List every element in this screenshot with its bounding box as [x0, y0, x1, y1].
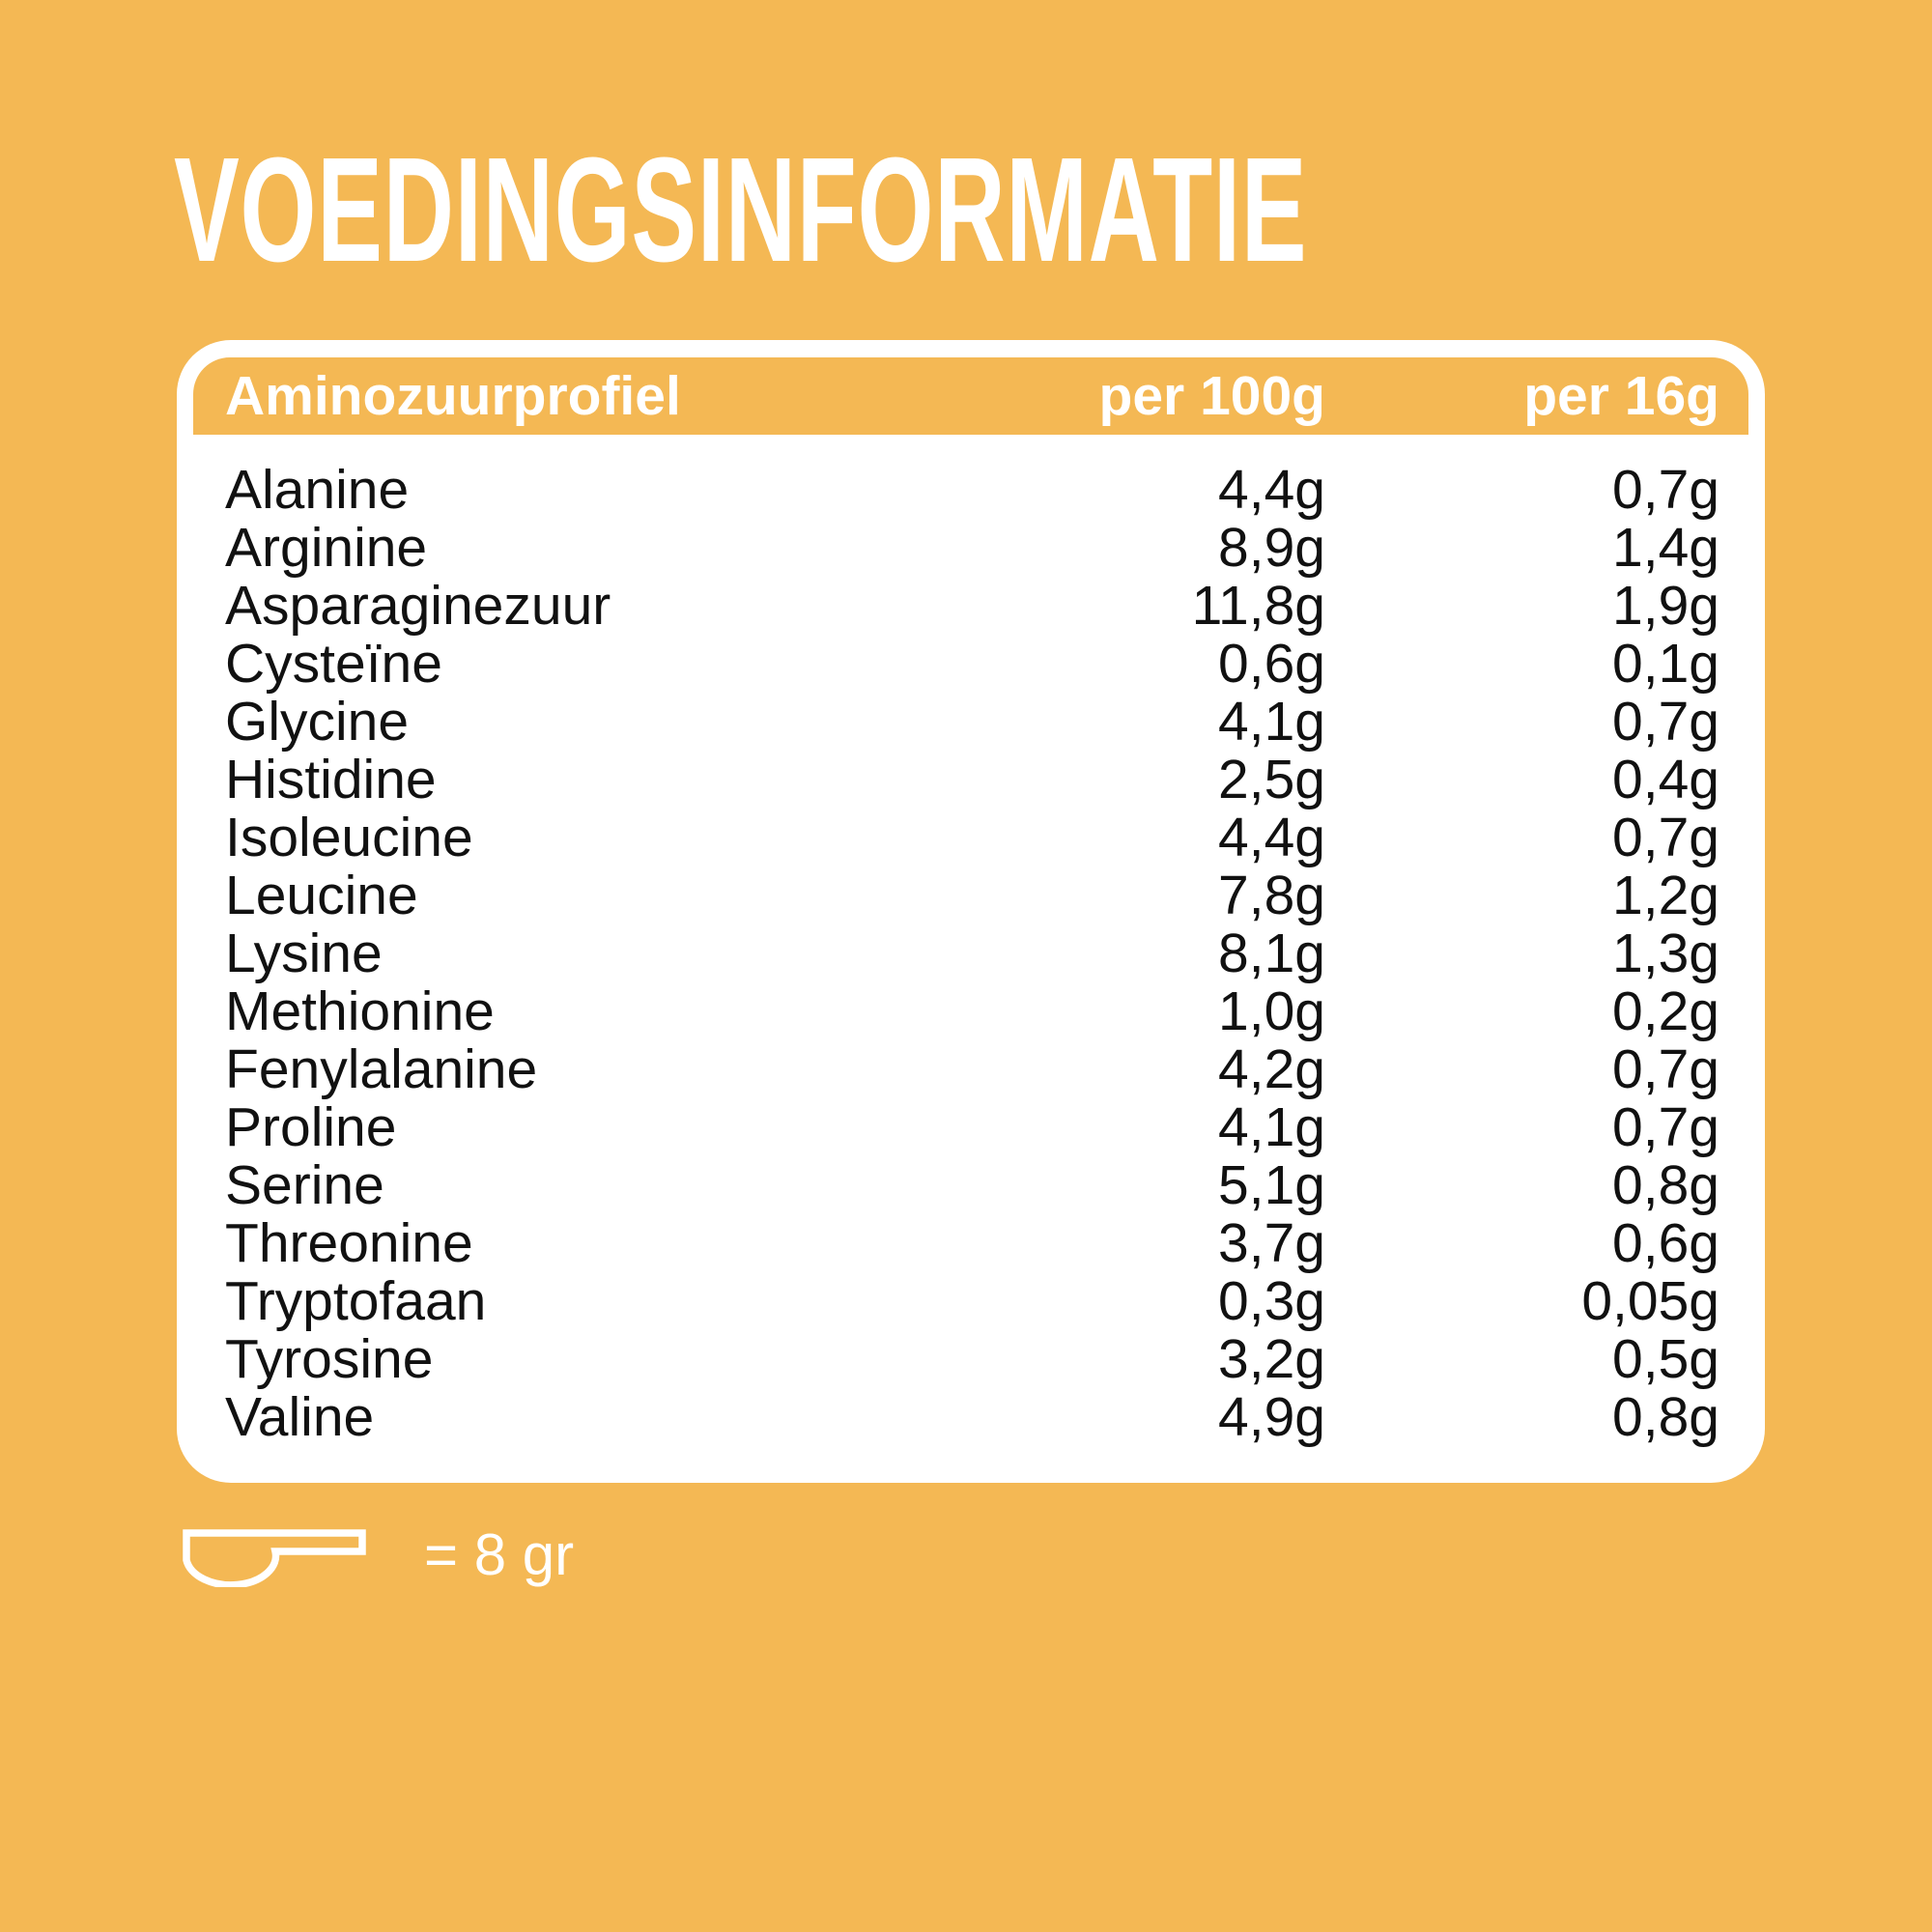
value-per-16g: 0,6g — [1612, 1212, 1719, 1274]
value-per-100g: 8,1g — [1218, 923, 1325, 984]
amino-acid-name: Cysteïne — [225, 633, 442, 695]
table-row: Valine 4,9g 0,8g — [225, 1388, 1719, 1446]
value-per-100g: 4,1g — [1218, 1096, 1325, 1158]
value-per-16g: 1,9g — [1612, 575, 1719, 637]
table-row: Threonine 3,7g 0,6g — [225, 1214, 1719, 1272]
value-per-16g: 1,2g — [1612, 865, 1719, 926]
value-per-16g: 1,4g — [1612, 517, 1719, 579]
table-row: Glycine 4,1g 0,7g — [225, 693, 1719, 751]
value-per-100g: 1,0g — [1218, 980, 1325, 1042]
amino-acid-name: Arginine — [225, 517, 428, 579]
value-per-16g: 0,7g — [1612, 1096, 1719, 1158]
value-per-16g: 0,5g — [1612, 1328, 1719, 1390]
table-body: Alanine 4,4g 0,7g Arginine 8,9g 1,4g Asparagin… — [193, 435, 1748, 1446]
amino-acid-name: Asparaginezuur — [225, 575, 611, 637]
amino-acid-name: Serine — [225, 1154, 384, 1216]
table-row: Leucine 7,8g 1,2g — [225, 867, 1719, 924]
table-row: Tyrosine 3,2g 0,5g — [225, 1330, 1719, 1388]
amino-acid-name: Histidine — [225, 749, 437, 810]
table-row: Asparaginezuur 11,8g 1,9g — [225, 577, 1719, 635]
value-per-100g: 8,9g — [1218, 517, 1325, 579]
value-per-100g: 4,4g — [1218, 807, 1325, 868]
table-row: Serine 5,1g 0,8g — [225, 1156, 1719, 1214]
amino-acid-name: Leucine — [225, 865, 418, 926]
value-per-100g: 4,9g — [1218, 1386, 1325, 1448]
table-row: Proline 4,1g 0,7g — [225, 1098, 1719, 1156]
scoop-icon — [183, 1529, 366, 1587]
table-row: Histidine 2,5g 0,4g — [225, 751, 1719, 809]
table-row: Tryptofaan 0,3g 0,05g — [225, 1272, 1719, 1330]
amino-acid-name: Alanine — [225, 459, 410, 521]
value-per-100g: 3,7g — [1218, 1212, 1325, 1274]
value-per-100g: 4,1g — [1218, 691, 1325, 753]
amino-acid-name: Threonine — [225, 1212, 473, 1274]
amino-acid-name: Isoleucine — [225, 807, 473, 868]
amino-acid-name: Glycine — [225, 691, 410, 753]
scoop-equals-label: = 8 gr — [424, 1522, 575, 1587]
value-per-16g: 0,7g — [1612, 459, 1719, 521]
amino-acid-table-card: Aminozuurprofiel per 100g per 16g Alanin… — [177, 340, 1765, 1483]
value-per-100g: 0,6g — [1218, 633, 1325, 695]
table-row: Alanine 4,4g 0,7g — [225, 461, 1719, 519]
column-header-per-16g: per 16g — [1523, 365, 1719, 427]
amino-acid-name: Methionine — [225, 980, 495, 1042]
value-per-100g: 3,2g — [1218, 1328, 1325, 1390]
table-row: Cysteïne 0,6g 0,1g — [225, 635, 1719, 693]
table-row: Methionine 1,0g 0,2g — [225, 982, 1719, 1040]
amino-acid-name: Proline — [225, 1096, 397, 1158]
value-per-16g: 0,7g — [1612, 1038, 1719, 1100]
value-per-100g: 4,2g — [1218, 1038, 1325, 1100]
value-per-100g: 7,8g — [1218, 865, 1325, 926]
table-row: Arginine 8,9g 1,4g — [225, 519, 1719, 577]
amino-acid-name: Tyrosine — [225, 1328, 434, 1390]
table-row: Lysine 8,1g 1,3g — [225, 924, 1719, 982]
table-header-row: Aminozuurprofiel per 100g per 16g — [193, 357, 1748, 435]
value-per-16g: 1,3g — [1612, 923, 1719, 984]
value-per-16g: 0,1g — [1612, 633, 1719, 695]
amino-acid-name: Lysine — [225, 923, 383, 984]
amino-acid-name: Valine — [225, 1386, 375, 1448]
value-per-16g: 0,8g — [1612, 1154, 1719, 1216]
value-per-16g: 0,7g — [1612, 691, 1719, 753]
value-per-100g: 4,4g — [1218, 459, 1325, 521]
value-per-100g: 0,3g — [1218, 1270, 1325, 1332]
table-row: Fenylalanine 4,2g 0,7g — [225, 1040, 1719, 1098]
value-per-100g: 11,8g — [1191, 575, 1325, 637]
column-header-aminozuurprofiel: Aminozuurprofiel — [225, 365, 681, 427]
table-row: Isoleucine 4,4g 0,7g — [225, 809, 1719, 867]
amino-acid-name: Fenylalanine — [225, 1038, 538, 1100]
amino-acid-name: Tryptofaan — [225, 1270, 487, 1332]
value-per-16g: 0,4g — [1612, 749, 1719, 810]
value-per-16g: 0,8g — [1612, 1386, 1719, 1448]
value-per-16g: 0,05g — [1581, 1270, 1719, 1332]
value-per-100g: 5,1g — [1218, 1154, 1325, 1216]
value-per-100g: 2,5g — [1218, 749, 1325, 810]
column-header-per-100g: per 100g — [1098, 365, 1325, 427]
page-title: VOEDINGSINFORMATIE — [174, 127, 1308, 293]
scoop-legend: = 8 gr — [183, 1522, 575, 1587]
value-per-16g: 0,7g — [1612, 807, 1719, 868]
value-per-16g: 0,2g — [1612, 980, 1719, 1042]
